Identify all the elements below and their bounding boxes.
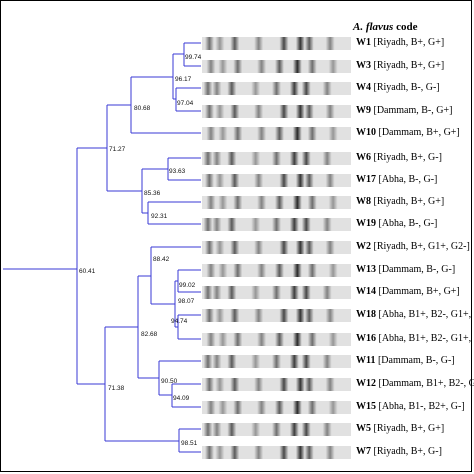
isolate-code: W19	[356, 218, 376, 229]
isolate-label: W18 [Abha, B1+, B2-, G1+, G2-]	[356, 309, 474, 321]
isolate-label: W9 [Dammam, B-, G+]	[356, 105, 452, 117]
node-similarity-label: 93.63	[169, 168, 186, 175]
node-similarity-label: 94.74	[171, 318, 188, 325]
gel-lane	[202, 309, 351, 322]
isolate-code: W18	[356, 309, 376, 320]
isolate-code: W14	[356, 286, 376, 297]
node-similarity-label: 80.68	[134, 105, 151, 112]
isolate-code: W9	[356, 105, 371, 116]
isolate-label: W19 [Abha, B-, G-]	[356, 218, 437, 230]
node-similarity-label: 82.68	[141, 331, 158, 338]
isolate-code: W16	[356, 333, 376, 344]
isolate-description: [Riyadh, B+, G+]	[371, 196, 445, 207]
isolate-code: W11	[356, 355, 376, 366]
isolate-label: W16 [Abha, B1+, B2-, G1+, G2-]	[356, 333, 474, 345]
gel-lane	[202, 152, 351, 165]
node-similarity-label: 60.41	[79, 268, 96, 275]
gel-lane	[202, 105, 351, 118]
isolate-description: [Riyadh, B+, G1+, G2-]	[371, 241, 470, 252]
isolate-description: [Riyadh, B+, G+]	[371, 37, 445, 48]
isolate-label: W11 [Dammam, B-, G-]	[356, 355, 455, 367]
gel-lane	[202, 241, 351, 254]
gel-lane	[202, 355, 351, 368]
gel-lane	[202, 446, 351, 459]
gel-lane	[202, 174, 351, 187]
isolate-description: [Dammam, B+, G+]	[376, 127, 460, 138]
isolate-label: W14 [Dammam, B+, G+]	[356, 286, 460, 298]
isolate-description: [Abha, B1+, B2-, G1+, G2-]	[378, 309, 474, 320]
header-species: A. flavus	[353, 21, 394, 33]
gel-lane	[202, 60, 351, 73]
isolate-label: W10 [Dammam, B+, G+]	[356, 127, 460, 139]
isolate-description: [Dammam, B1+, B2-, G-]	[376, 378, 474, 389]
gel-lane	[202, 127, 351, 140]
isolate-code: W6	[356, 152, 371, 163]
gel-lane	[202, 286, 351, 299]
isolate-label: W6 [Riyadh, B+, G-]	[356, 152, 442, 164]
node-similarity-label: 88.42	[153, 256, 170, 263]
isolate-description: [Dammam, B+, G+]	[376, 286, 460, 297]
isolate-label: W12 [Dammam, B1+, B2-, G-]	[356, 378, 474, 390]
isolate-code: W5	[356, 423, 371, 434]
isolate-description: [Dammam, B-, G-]	[376, 264, 456, 275]
isolate-label: W2 [Riyadh, B+, G1+, G2-]	[356, 241, 470, 253]
node-similarity-label: 94.09	[173, 395, 190, 402]
node-similarity-label: 85.36	[144, 190, 161, 197]
isolate-description: [Dammam, B-, G-]	[375, 355, 455, 366]
node-similarity-label: 99.74	[185, 54, 202, 61]
isolate-description: [Riyadh, B+, G-]	[371, 152, 442, 163]
isolate-code: W4	[356, 82, 371, 93]
node-similarity-label: 71.27	[109, 146, 126, 153]
node-similarity-label: 71.38	[108, 385, 125, 392]
isolate-code: W13	[356, 264, 376, 275]
isolate-label: W4 [Riyadh, B-, G-]	[356, 82, 440, 94]
isolate-description: [Riyadh, B+, G+]	[371, 60, 445, 71]
gel-lane	[202, 196, 351, 209]
node-similarity-label: 96.17	[175, 76, 192, 83]
node-similarity-label: 97.04	[177, 100, 194, 107]
gel-lane	[202, 423, 351, 436]
column-header: A. flavus code	[353, 21, 417, 33]
isolate-label: W8 [Riyadh, B+, G+]	[356, 196, 444, 208]
isolate-label: W3 [Riyadh, B+, G+]	[356, 60, 444, 72]
isolate-code: W3	[356, 60, 371, 71]
isolate-description: [Riyadh, B+, G+]	[371, 423, 445, 434]
isolate-description: [Abha, B-, G-]	[376, 218, 438, 229]
isolate-label: W17 [Abha, B-, G-]	[356, 174, 437, 186]
node-similarity-label: 98.51	[181, 440, 198, 447]
isolate-description: [Riyadh, B-, G-]	[371, 82, 440, 93]
gel-lane	[202, 82, 351, 95]
isolate-code: W1	[356, 37, 371, 48]
isolate-label: W15 [Abha, B1-, B2+, G-]	[356, 401, 465, 413]
isolate-description: [Riyadh, B+, G-]	[371, 446, 442, 457]
gel-lane	[202, 37, 351, 50]
node-similarity-label: 98.07	[178, 298, 195, 305]
gel-lane	[202, 333, 351, 346]
isolate-description: [Abha, B1-, B2+, G-]	[376, 401, 465, 412]
gel-lane	[202, 264, 351, 277]
node-similarity-label: 99.02	[179, 282, 196, 289]
gel-lane	[202, 378, 351, 391]
isolate-description: [Abha, B1+, B2-, G1+, G2-]	[378, 333, 474, 344]
isolate-description: [Dammam, B-, G+]	[371, 105, 453, 116]
isolate-label: W1 [Riyadh, B+, G+]	[356, 37, 444, 49]
isolate-code: W17	[356, 174, 376, 185]
gel-lane	[202, 218, 351, 231]
node-similarity-label: 90.50	[161, 378, 178, 385]
isolate-description: [Abha, B-, G-]	[376, 174, 438, 185]
isolate-code: W15	[356, 401, 376, 412]
isolate-code: W10	[356, 127, 376, 138]
isolate-code: W2	[356, 241, 371, 252]
isolate-code: W8	[356, 196, 371, 207]
isolate-label: W13 [Dammam, B-, G-]	[356, 264, 455, 276]
header-code: code	[396, 21, 418, 33]
node-similarity-label: 92.31	[151, 213, 168, 220]
gel-lane	[202, 401, 351, 414]
isolate-code: W7	[356, 446, 371, 457]
isolate-label: W5 [Riyadh, B+, G+]	[356, 423, 444, 435]
isolate-label: W7 [Riyadh, B+, G-]	[356, 446, 442, 458]
isolate-code: W12	[356, 378, 376, 389]
